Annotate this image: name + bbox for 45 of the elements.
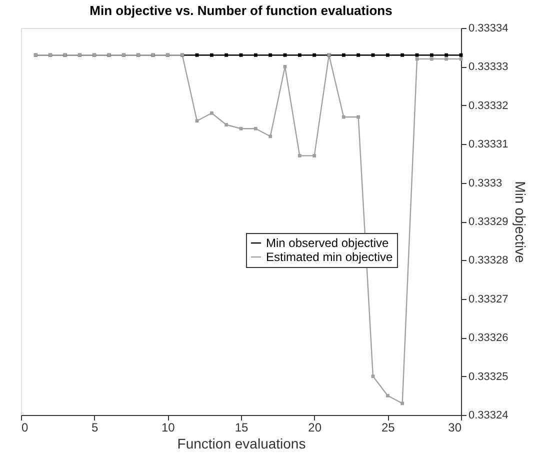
x-tick-label: 20 (308, 420, 322, 434)
point (386, 53, 390, 57)
point (400, 53, 404, 57)
y-tick-label: 0.33331 (468, 138, 508, 151)
y-tick-label: 0.33326 (468, 332, 508, 344)
x-tick-label: 10 (161, 420, 176, 434)
point (298, 154, 302, 158)
y-tick-label: 0.33332 (468, 100, 508, 112)
chart-title: Min objective vs. Number of function evaluations (90, 3, 392, 18)
point (224, 53, 228, 57)
y-tick-label: 0.33334 (468, 22, 508, 34)
x-tick-label: 15 (234, 420, 248, 434)
point (430, 57, 434, 61)
x-axis-title: Function evaluations (177, 436, 306, 452)
y-axis-title: Min objective (512, 181, 528, 264)
point (254, 53, 258, 57)
point (210, 111, 214, 115)
point (386, 394, 390, 398)
y-tick-label: 0.33329 (468, 216, 508, 228)
y-tick-label: 0.33324 (468, 410, 508, 422)
point (298, 53, 302, 57)
legend-label: Min observed objective (266, 236, 390, 250)
legend-label: Estimated min objective (266, 250, 394, 264)
point (400, 402, 404, 406)
point (312, 53, 316, 57)
point (254, 126, 258, 130)
y-tick-label: 0.3333 (468, 177, 502, 190)
y-tick-label: 0.33328 (468, 254, 508, 267)
point (268, 134, 272, 138)
point (224, 123, 228, 126)
point (430, 53, 434, 57)
point (268, 53, 272, 57)
y-tick-label: 0.33325 (468, 370, 508, 383)
x-tick-label: 5 (91, 420, 98, 434)
point (210, 53, 214, 57)
point (342, 53, 346, 57)
point (444, 53, 448, 57)
point (312, 154, 316, 158)
y-tick-label: 0.33333 (468, 61, 508, 74)
point (444, 57, 448, 61)
y-tick-label: 0.33327 (468, 293, 508, 306)
point (356, 53, 360, 57)
x-tick-label: 0 (22, 420, 28, 434)
x-tick-label: 30 (448, 420, 462, 434)
x-tick-label: 25 (381, 420, 396, 434)
